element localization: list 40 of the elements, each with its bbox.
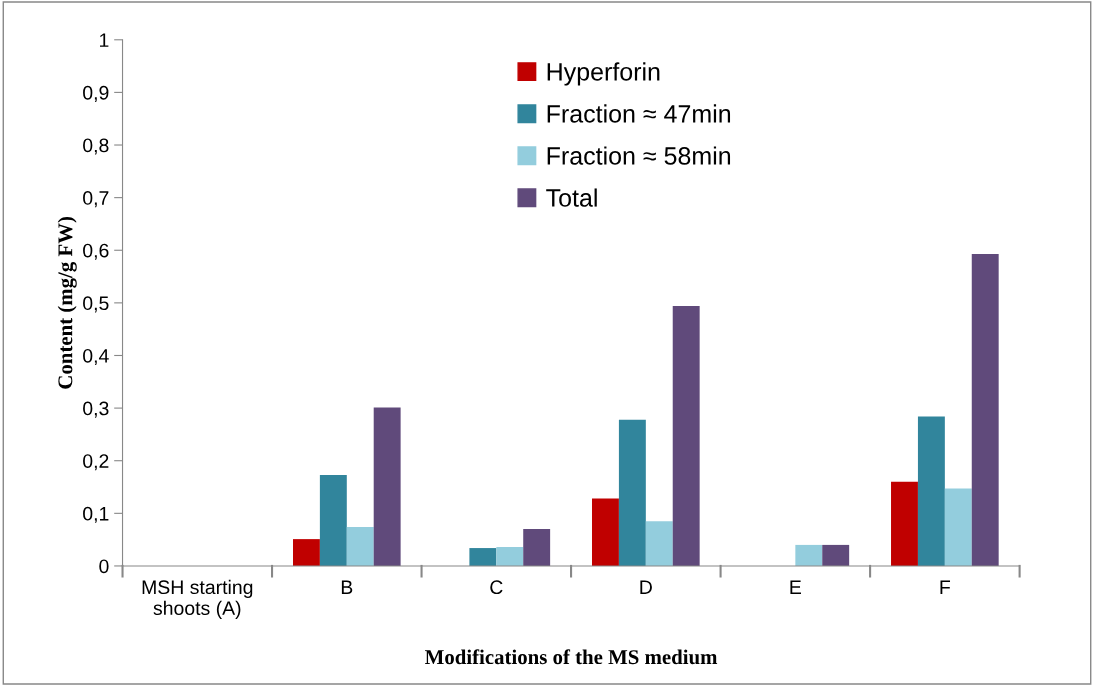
bar — [672, 306, 700, 566]
bar — [618, 419, 646, 566]
x-tick-label: MSH starting shoots (A) — [142, 579, 253, 619]
x-tick-label: F — [940, 580, 951, 594]
bar — [496, 547, 524, 566]
legend-label: Fraction ≈ 58min — [547, 146, 731, 165]
y-tick-label: 0,4 — [83, 348, 109, 366]
bar — [319, 474, 347, 566]
bar — [822, 544, 850, 566]
legend-label: Total — [546, 188, 597, 207]
x-tick-label: B — [341, 580, 353, 594]
x-tick-label: C — [490, 580, 503, 595]
y-tick-label: 0,6 — [83, 243, 109, 260]
bar — [469, 548, 497, 566]
y-axis-title: Content (mg/g FW) — [57, 216, 77, 389]
bar — [373, 407, 401, 566]
legend-label: Fraction ≈ 47min — [547, 104, 731, 123]
bar — [971, 253, 999, 566]
x-tick-label: D — [640, 580, 652, 594]
x-tick-label: E — [790, 580, 801, 594]
y-tick-label: 0,8 — [83, 138, 109, 155]
y-tick-label: 0,9 — [83, 85, 109, 102]
y-tick-label: 1 — [100, 33, 109, 47]
bar — [891, 481, 918, 566]
bar — [592, 498, 619, 566]
legend-label: Hyperforin — [547, 62, 660, 86]
y-tick-label: 0,2 — [83, 454, 109, 471]
x-axis-title: Modifications of the MS medium — [425, 649, 718, 665]
bar — [645, 521, 673, 566]
y-tick-label: 0,3 — [83, 401, 109, 418]
bar — [292, 539, 320, 566]
bar — [346, 527, 374, 566]
y-tick-label: 0,5 — [83, 296, 109, 313]
bar — [944, 488, 972, 566]
bar — [795, 544, 823, 566]
bar — [523, 529, 551, 566]
y-tick-label: 0,7 — [83, 191, 109, 208]
bar — [917, 416, 945, 566]
y-tick-label: 0 — [99, 559, 109, 574]
y-tick-label: 0,1 — [83, 506, 109, 523]
